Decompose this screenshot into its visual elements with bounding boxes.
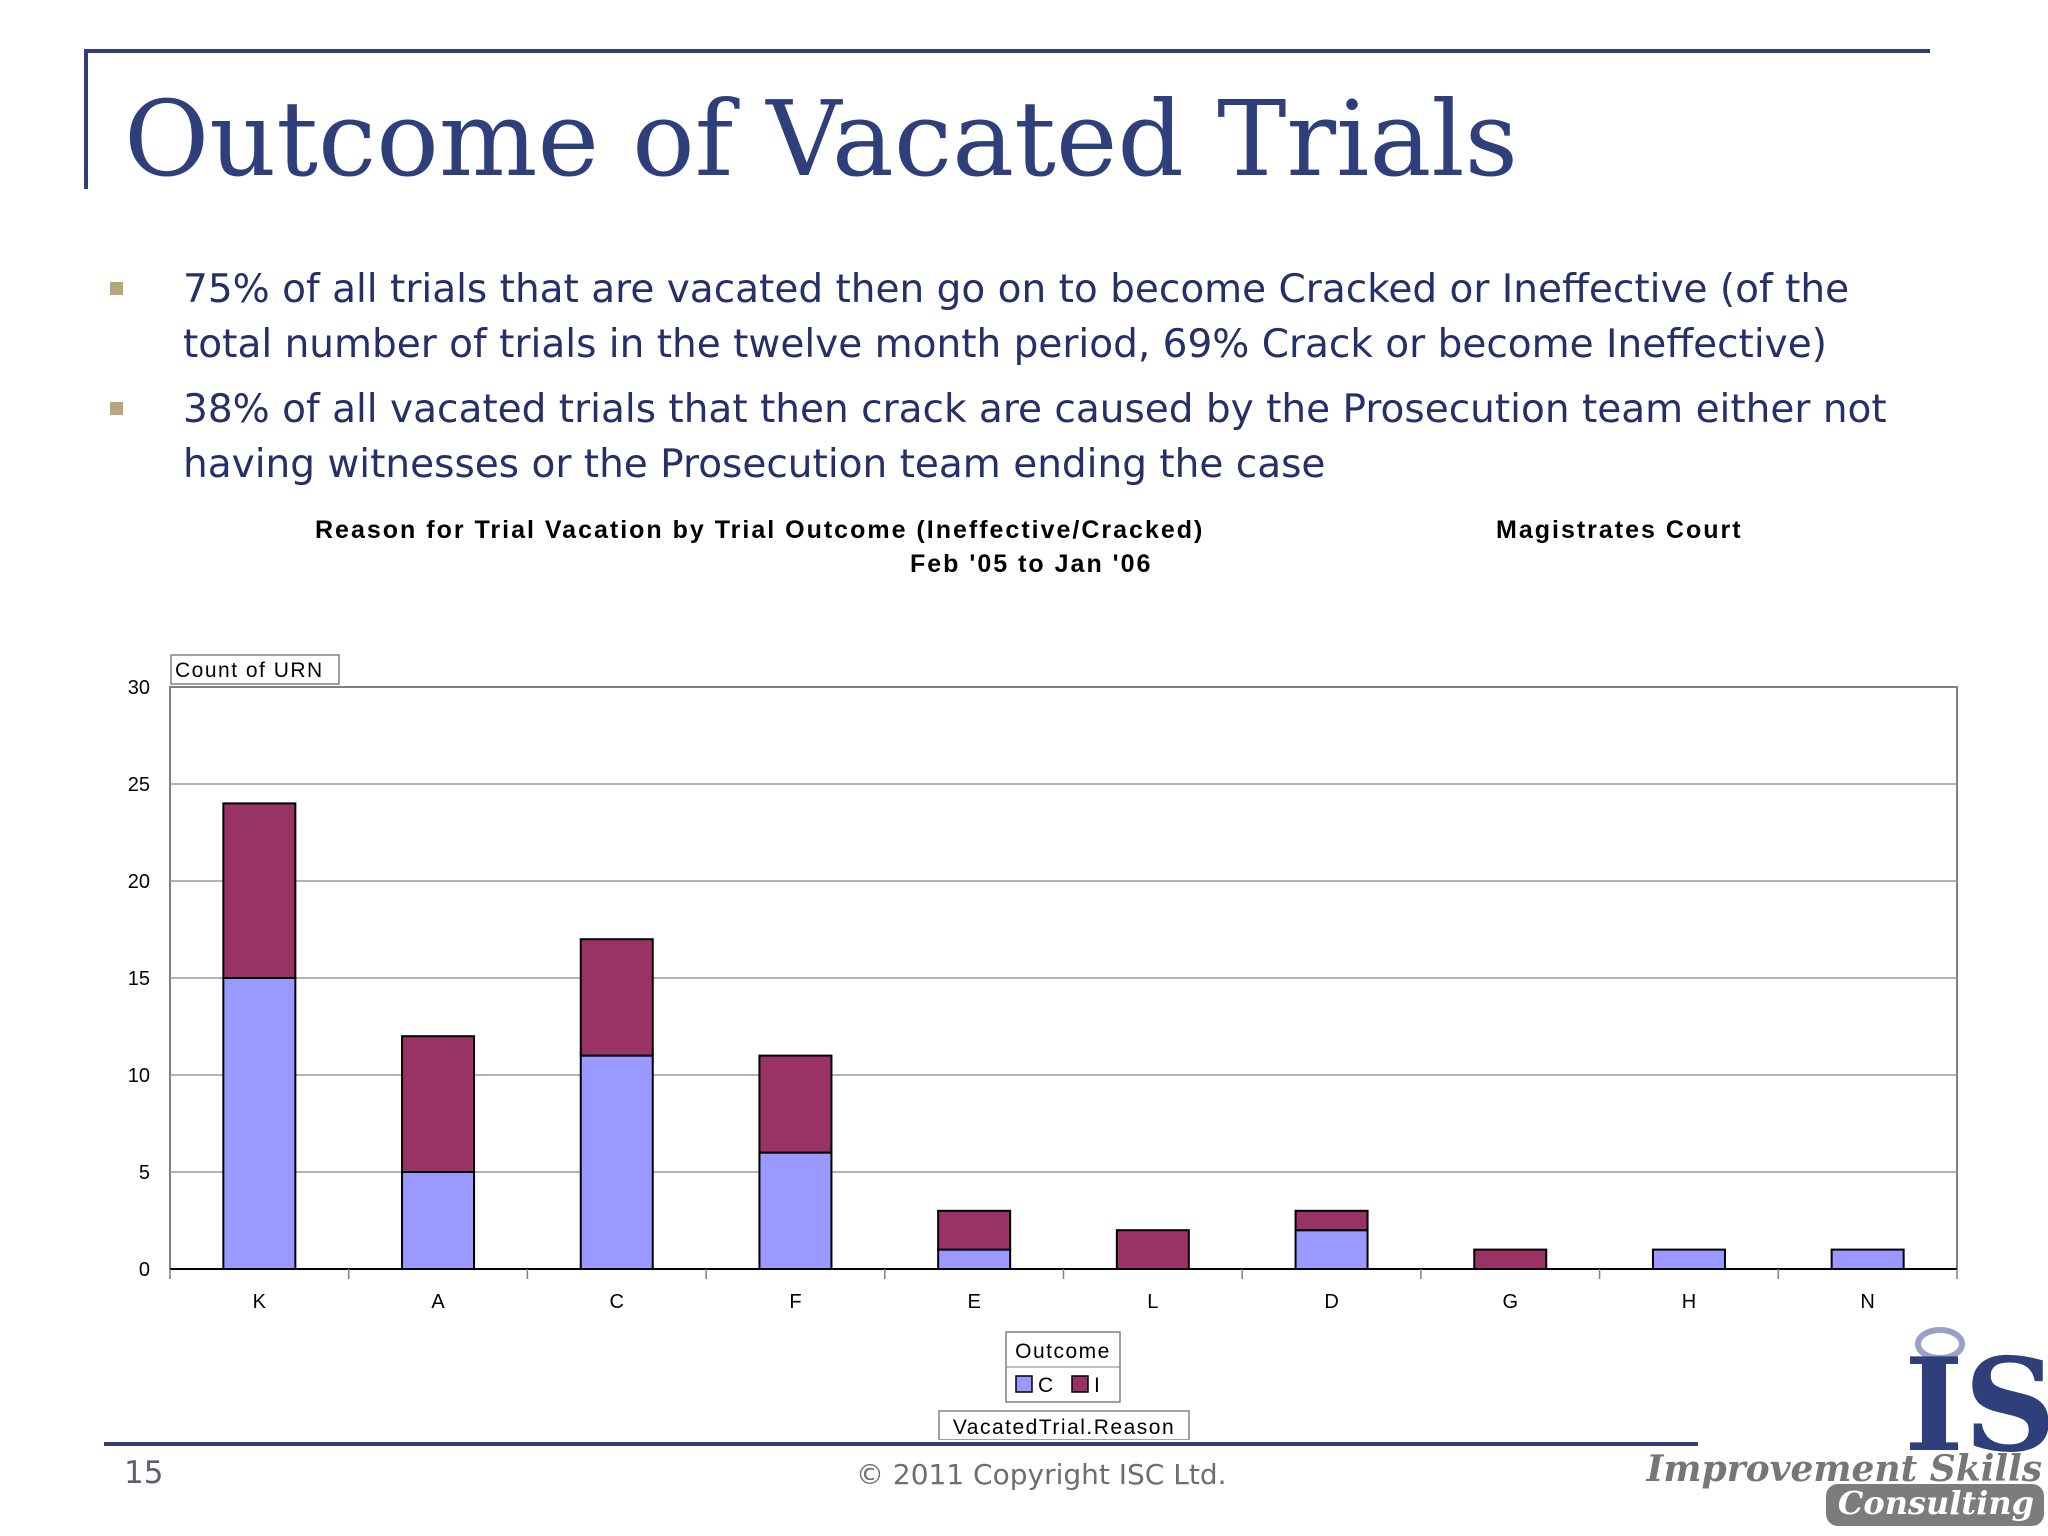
bar-segment-C-F bbox=[758, 1151, 833, 1270]
bar-segment-C-A bbox=[401, 1171, 476, 1270]
bar-segment-I-C bbox=[579, 938, 654, 1057]
bullet-text: 38% of all vacated trials that then crac… bbox=[183, 387, 1887, 487]
bar-segment-C-N bbox=[1830, 1248, 1905, 1270]
bullet-square-icon bbox=[110, 402, 123, 415]
x-tick-label: G bbox=[1502, 1291, 1518, 1313]
bar-segment-C-E bbox=[937, 1248, 1012, 1270]
y-tick-label: 30 bbox=[128, 677, 150, 699]
legend-label-I: I bbox=[1094, 1374, 1100, 1397]
x-tick-label: A bbox=[431, 1291, 445, 1313]
x-tick-label: F bbox=[789, 1291, 801, 1313]
y-tick-label: 5 bbox=[139, 1162, 150, 1184]
y-axis-label: Count of URN bbox=[175, 659, 324, 682]
bar-segment-I-G bbox=[1473, 1248, 1548, 1270]
bullet-item: 75% of all trials that are vacated then … bbox=[106, 262, 1946, 372]
x-tick-label: L bbox=[1147, 1291, 1158, 1313]
x-tick-label: K bbox=[253, 1291, 267, 1313]
slide-title: Outcome of Vacated Trials bbox=[124, 78, 1519, 200]
logo-mark: IS bbox=[1904, 1331, 2048, 1458]
chart-title: Reason for Trial Vacation by Trial Outco… bbox=[315, 516, 1205, 544]
x-tick-label: E bbox=[967, 1291, 980, 1313]
page-number: 15 bbox=[124, 1455, 164, 1491]
bullet-text: 75% of all trials that are vacated then … bbox=[183, 267, 1850, 367]
chart-subtitle: Feb '05 to Jan '06 bbox=[910, 550, 1153, 578]
footer-divider bbox=[104, 1442, 1698, 1446]
y-axis-label-box bbox=[170, 654, 340, 685]
x-axis-label-box bbox=[938, 1410, 1190, 1440]
x-tick-label: N bbox=[1860, 1291, 1874, 1313]
stacked-bar-chart: 0 5 10 15 20 25 30 K A C F E L D G H N Count of URN Outcom… bbox=[128, 654, 1958, 1440]
y-tick-label: 20 bbox=[128, 871, 150, 893]
y-tick-label: 25 bbox=[128, 774, 150, 796]
logo-swirl-icon: IS bbox=[1904, 1327, 2048, 1458]
x-tick-label: H bbox=[1682, 1291, 1696, 1313]
bar-segment-I-K bbox=[222, 802, 297, 980]
legend-swatch-I bbox=[1071, 1375, 1089, 1393]
copyright-notice: © 2011 Copyright ISC Ltd. bbox=[856, 1458, 1227, 1491]
chart-court-label: Magistrates Court bbox=[1496, 516, 1743, 544]
bar-segment-C-K bbox=[222, 977, 297, 1270]
y-tick-label: 15 bbox=[128, 968, 150, 990]
y-tick-label: 0 bbox=[139, 1259, 150, 1281]
bar-segment-I-F bbox=[758, 1054, 833, 1154]
title-frame-top bbox=[84, 49, 1930, 53]
bar-segment-I-A bbox=[401, 1035, 476, 1173]
x-tick-label: C bbox=[610, 1291, 624, 1313]
logo-subtitle: Consulting bbox=[1825, 1484, 2044, 1526]
bar-segment-I-D bbox=[1294, 1209, 1369, 1232]
x-axis-label: VacatedTrial.Reason bbox=[953, 1416, 1175, 1439]
bullet-item: 38% of all vacated trials that then crac… bbox=[106, 382, 1946, 492]
bar-segment-C-H bbox=[1651, 1248, 1726, 1270]
legend-title: Outcome bbox=[1015, 1340, 1111, 1363]
bullet-list: 75% of all trials that are vacated then … bbox=[106, 262, 1946, 502]
bullet-square-icon bbox=[110, 282, 123, 295]
logo-name: Improvement Skills bbox=[1646, 1448, 2042, 1490]
company-logo: IS Improvement Skills Consulting bbox=[1647, 1318, 2048, 1536]
bar-segment-C-D bbox=[1294, 1229, 1369, 1270]
x-tick-label: D bbox=[1324, 1291, 1338, 1313]
legend-swatch-C bbox=[1015, 1375, 1033, 1393]
y-tick-label: 10 bbox=[128, 1065, 150, 1087]
legend-label-C: C bbox=[1038, 1374, 1053, 1397]
bar-segment-I-L bbox=[1115, 1229, 1190, 1270]
bar-segment-I-E bbox=[937, 1209, 1012, 1251]
title-frame-left bbox=[84, 49, 88, 189]
bar-segment-C-C bbox=[579, 1054, 654, 1270]
